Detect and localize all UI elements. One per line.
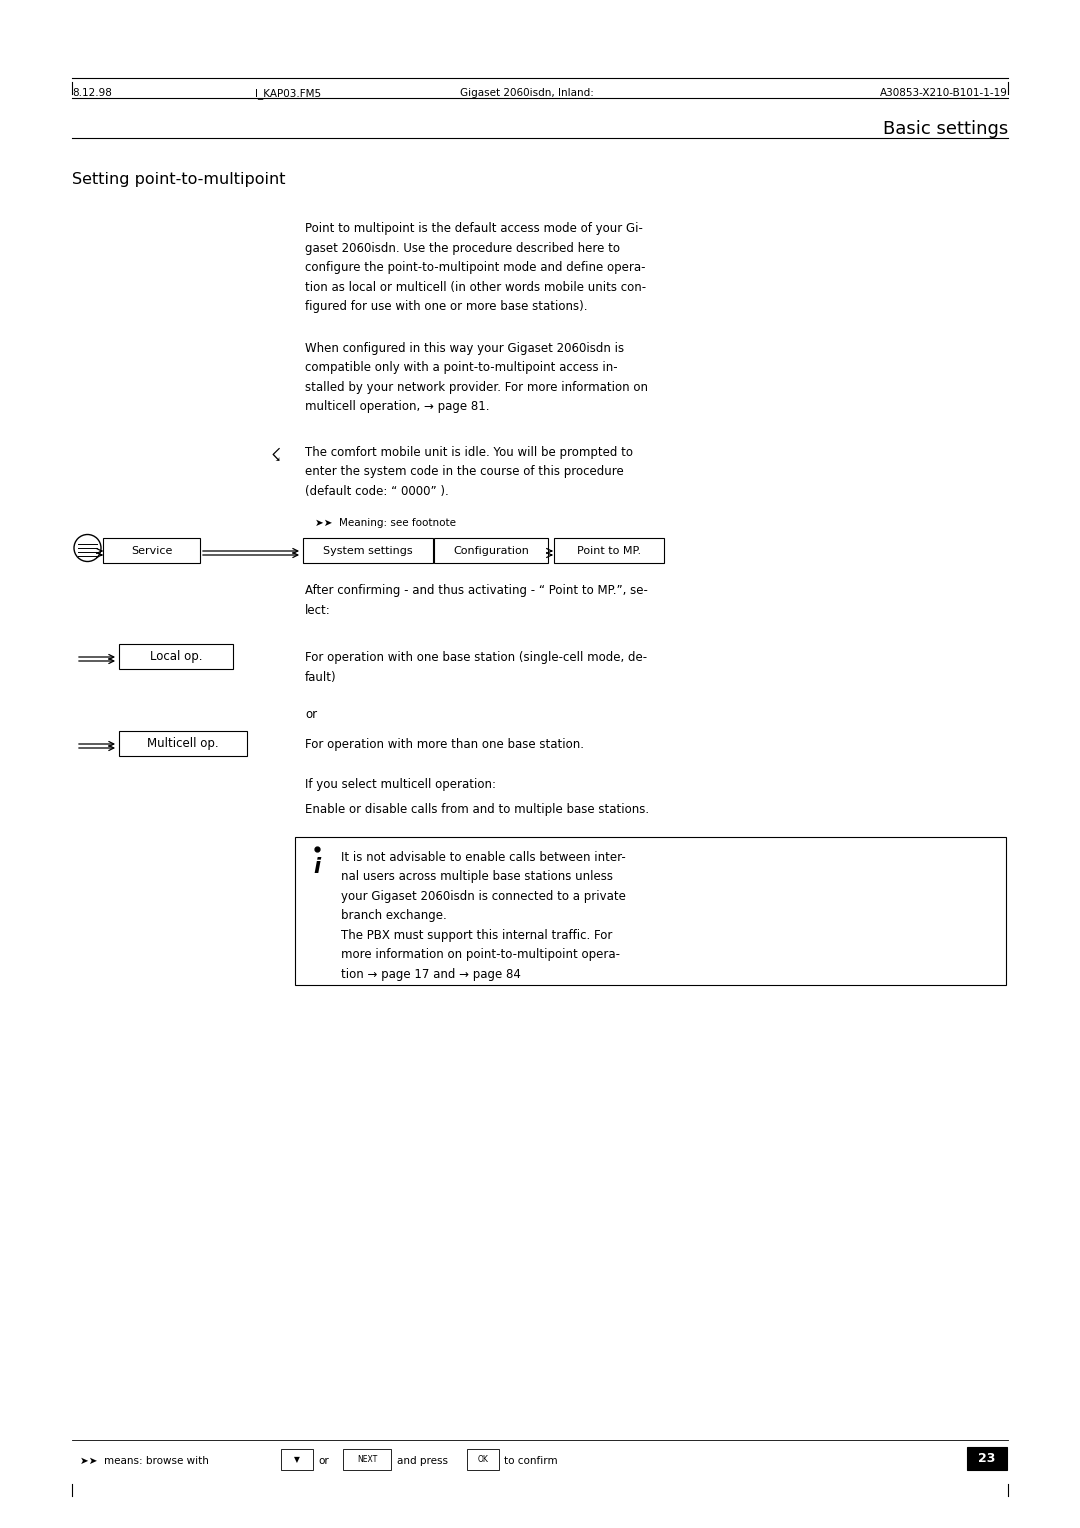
Text: stalled by your network provider. For more information on: stalled by your network provider. For mo…	[305, 380, 648, 394]
Text: tion → page 17 and → page 84: tion → page 17 and → page 84	[341, 967, 521, 981]
Text: (default code: “ 0000” ).: (default code: “ 0000” ).	[305, 484, 449, 498]
FancyBboxPatch shape	[119, 730, 247, 756]
Text: nal users across multiple base stations unless: nal users across multiple base stations …	[341, 869, 613, 883]
Text: ▼: ▼	[294, 1455, 300, 1464]
Text: branch exchange.: branch exchange.	[341, 909, 447, 921]
Text: lect:: lect:	[305, 604, 330, 616]
Text: I_KAP03.FM5: I_KAP03.FM5	[255, 89, 321, 99]
Text: your Gigaset 2060isdn is connected to a private: your Gigaset 2060isdn is connected to a …	[341, 889, 626, 903]
Text: and press: and press	[397, 1456, 448, 1465]
Text: System settings: System settings	[323, 545, 413, 556]
Text: Point to multipoint is the default access mode of your Gi-: Point to multipoint is the default acces…	[305, 222, 643, 235]
FancyBboxPatch shape	[467, 1449, 499, 1470]
Text: Configuration: Configuration	[454, 545, 529, 556]
Text: compatible only with a point-to-multipoint access in-: compatible only with a point-to-multipoi…	[305, 361, 618, 374]
Text: The comfort mobile unit is idle. You will be prompted to: The comfort mobile unit is idle. You wil…	[305, 446, 633, 458]
Text: When configured in this way your Gigaset 2060isdn is: When configured in this way your Gigaset…	[305, 341, 624, 354]
Text: enter the system code in the course of this procedure: enter the system code in the course of t…	[305, 465, 624, 478]
FancyBboxPatch shape	[295, 836, 1005, 984]
FancyBboxPatch shape	[434, 538, 548, 562]
Text: The PBX must support this internal traffic. For: The PBX must support this internal traff…	[341, 929, 612, 941]
FancyBboxPatch shape	[119, 643, 233, 669]
Text: After confirming - and thus activating - “ Point to MP.”, se-: After confirming - and thus activating -…	[305, 584, 648, 597]
Text: Point to MP.: Point to MP.	[577, 545, 642, 556]
FancyBboxPatch shape	[103, 538, 200, 562]
FancyBboxPatch shape	[343, 1449, 391, 1470]
Text: figured for use with one or more base stations).: figured for use with one or more base st…	[305, 299, 588, 313]
Text: Setting point-to-multipoint: Setting point-to-multipoint	[72, 173, 285, 186]
Text: ➤➤  means: browse with: ➤➤ means: browse with	[80, 1456, 208, 1465]
Text: Service: Service	[131, 545, 172, 556]
Text: Multicell op.: Multicell op.	[147, 736, 219, 750]
Text: A30853-X210-B101-1-19: A30853-X210-B101-1-19	[880, 89, 1008, 98]
Text: It is not advisable to enable calls between inter-: It is not advisable to enable calls betw…	[341, 851, 625, 863]
FancyBboxPatch shape	[967, 1447, 1007, 1470]
Text: or: or	[305, 707, 318, 721]
Text: fault): fault)	[305, 671, 337, 683]
FancyBboxPatch shape	[554, 538, 664, 562]
Text: tion as local or multicell (in other words mobile units con-: tion as local or multicell (in other wor…	[305, 281, 646, 293]
Text: OK: OK	[477, 1455, 488, 1464]
Text: ☇: ☇	[270, 448, 280, 466]
Text: ➤➤  Meaning: see footnote: ➤➤ Meaning: see footnote	[315, 518, 456, 529]
Text: configure the point-to-multipoint mode and define opera-: configure the point-to-multipoint mode a…	[305, 261, 646, 274]
FancyBboxPatch shape	[303, 538, 433, 562]
Text: i: i	[313, 857, 321, 877]
Text: Local op.: Local op.	[150, 649, 202, 663]
Text: or: or	[318, 1456, 328, 1465]
Text: to confirm: to confirm	[504, 1456, 557, 1465]
FancyBboxPatch shape	[281, 1449, 313, 1470]
Text: If you select multicell operation:: If you select multicell operation:	[305, 778, 496, 790]
Text: Enable or disable calls from and to multiple base stations.: Enable or disable calls from and to mult…	[305, 804, 649, 816]
Text: 23: 23	[978, 1452, 996, 1465]
Text: For operation with one base station (single-cell mode, de-: For operation with one base station (sin…	[305, 651, 647, 665]
Text: 8.12.98: 8.12.98	[72, 89, 112, 98]
Text: NEXT: NEXT	[356, 1455, 377, 1464]
Text: For operation with more than one base station.: For operation with more than one base st…	[305, 738, 584, 750]
Text: more information on point-to-multipoint opera-: more information on point-to-multipoint …	[341, 947, 620, 961]
Text: Basic settings: Basic settings	[882, 121, 1008, 138]
Text: multicell operation, → page 81.: multicell operation, → page 81.	[305, 400, 489, 413]
Text: Gigaset 2060isdn, Inland:: Gigaset 2060isdn, Inland:	[460, 89, 594, 98]
Text: gaset 2060isdn. Use the procedure described here to: gaset 2060isdn. Use the procedure descri…	[305, 241, 620, 255]
